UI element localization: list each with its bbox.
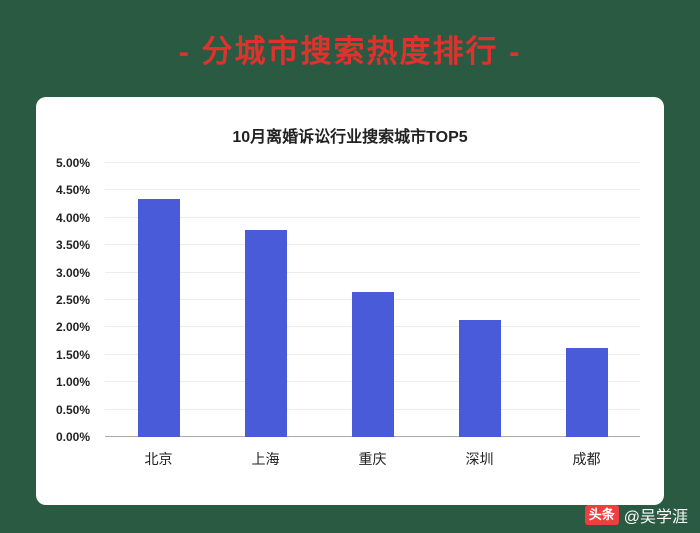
y-tick-label: 3.50%: [55, 238, 90, 253]
y-tick-label: 5.00%: [55, 156, 90, 170]
x-axis-label: 上海: [251, 451, 280, 467]
x-axis-label: 北京: [144, 451, 173, 467]
y-tick-label: 0.00%: [55, 430, 90, 444]
bar-slot: [533, 163, 640, 437]
chart-card: 10月离婚诉讼行业搜索城市TOP5 0.00% 0.50% 1.00% 1.50% 2.…: [36, 97, 664, 505]
x-axis-label: 重庆: [358, 451, 387, 467]
plot-area: [105, 162, 640, 437]
y-tick-label: 1.50%: [55, 347, 90, 362]
y-tick-label: 4.00%: [55, 210, 90, 225]
gridline: [105, 271, 640, 273]
y-axis: 0.00% 0.50% 1.00% 1.50% 2.00% 2.50% 3.00% 3.50%…: [36, 156, 98, 444]
gridline: [105, 216, 640, 218]
y-tick-label: 1.00%: [55, 375, 90, 390]
bar-深圳: [458, 320, 501, 437]
y-tick-label: 3.00%: [55, 265, 90, 280]
gridline: [105, 189, 640, 191]
bar-北京: [137, 198, 180, 437]
x-axis-label: 深圳: [465, 451, 494, 467]
chart-title: 10月离婚诉讼行业搜索城市TOP5: [232, 129, 468, 146]
bar-slot: [426, 163, 533, 437]
watermark-handle: @吴学涯: [623, 509, 688, 526]
bar-上海: [244, 229, 287, 437]
bar-slot: [105, 163, 212, 437]
y-tick-label: 2.00%: [55, 320, 90, 335]
bars: [105, 163, 640, 437]
bar-成都: [565, 348, 608, 437]
bar-slot: [212, 163, 319, 437]
bar-slot: [319, 163, 426, 437]
y-tick-label: 0.50%: [55, 402, 90, 417]
page-title: - 分城市搜索热度排行 -: [178, 34, 522, 69]
y-tick-label: 2.50%: [55, 293, 90, 307]
gridline: [105, 162, 640, 163]
x-axis-label: 成都: [572, 451, 601, 467]
gridline: [105, 244, 640, 246]
x-axis-labels: 北京 上海 重庆 深圳 成都: [105, 449, 640, 469]
bar-重庆: [351, 291, 394, 437]
watermark: 头条 @吴学涯: [584, 503, 688, 527]
y-tick-label: 4.50%: [55, 183, 90, 198]
toutiao-logo-icon: 头条: [584, 505, 619, 525]
